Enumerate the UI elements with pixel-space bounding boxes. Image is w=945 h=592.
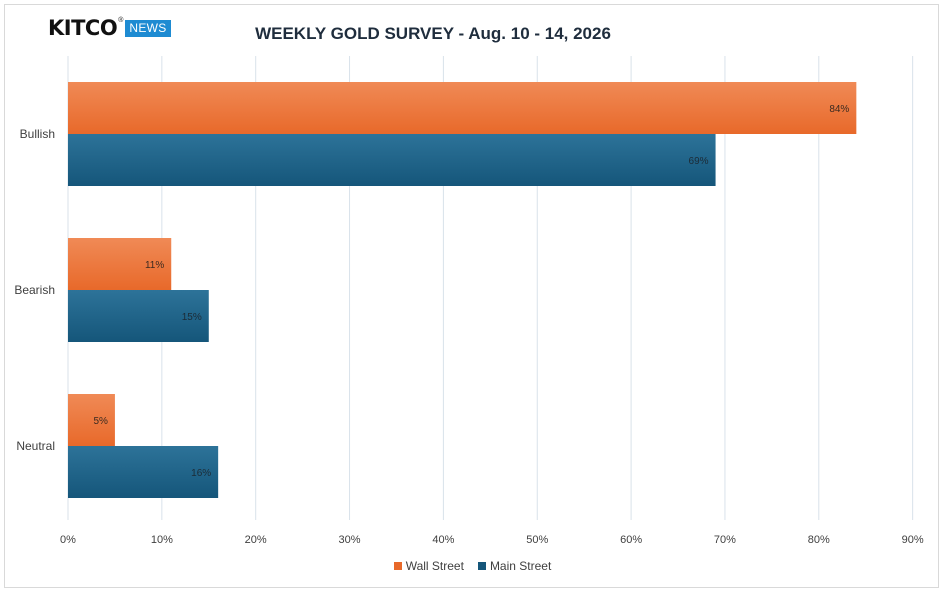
x-tick-label: 90%: [902, 534, 924, 546]
x-tick-label: 80%: [808, 534, 830, 546]
x-tick-labels: 0% 10% 20% 30% 40% 50% 60% 70% 80% 90%: [60, 534, 924, 546]
x-tick-label: 10%: [151, 534, 173, 546]
category-label: Neutral: [16, 439, 55, 453]
data-label: 15%: [182, 312, 202, 323]
bar-main-street: [68, 134, 716, 186]
data-label: 69%: [689, 156, 709, 167]
logo-news-tag: NEWS: [125, 19, 171, 37]
bar-wall-street: [68, 82, 857, 134]
x-tick-label: 20%: [245, 534, 267, 546]
legend-label-main-street: Main Street: [489, 559, 552, 573]
legend-item-wall-street: Wall Street: [393, 559, 464, 573]
bar-wall-street: [68, 238, 172, 290]
kitco-news-logo: KITCO ® NEWS: [48, 16, 171, 40]
legend: Wall Street Main Street: [0, 559, 945, 573]
chart-title: WEEKLY GOLD SURVEY - Aug. 10 - 14, 2026: [255, 24, 611, 43]
legend-swatch-main-street: [477, 562, 486, 570]
bar-main-street: [68, 290, 209, 342]
data-label: 16%: [191, 468, 211, 479]
logo-registered-mark: ®: [118, 16, 124, 24]
bar-main-street: [68, 446, 219, 498]
x-tick-label: 50%: [526, 534, 548, 546]
data-label: 84%: [829, 104, 849, 115]
x-tick-label: 70%: [714, 534, 736, 546]
category-labels: Bullish Bearish Neutral: [14, 127, 55, 453]
data-label: 5%: [93, 416, 108, 427]
data-label: 11%: [145, 260, 164, 271]
x-tick-label: 40%: [432, 534, 454, 546]
bar-wall-street: [68, 394, 115, 446]
logo-brand: KITCO: [48, 16, 118, 40]
legend-item-main-street: Main Street: [477, 559, 552, 573]
category-label: Bullish: [20, 127, 55, 141]
category-label: Bearish: [14, 283, 55, 297]
legend-swatch-wall-street: [393, 562, 402, 570]
x-tick-label: 30%: [339, 534, 361, 546]
x-tick-label: 60%: [620, 534, 642, 546]
bars: [68, 82, 857, 498]
legend-label-wall-street: Wall Street: [405, 559, 464, 573]
x-tick-label: 0%: [60, 534, 76, 546]
data-labels: 84% 69% 11% 15% 5% 16%: [93, 104, 849, 479]
